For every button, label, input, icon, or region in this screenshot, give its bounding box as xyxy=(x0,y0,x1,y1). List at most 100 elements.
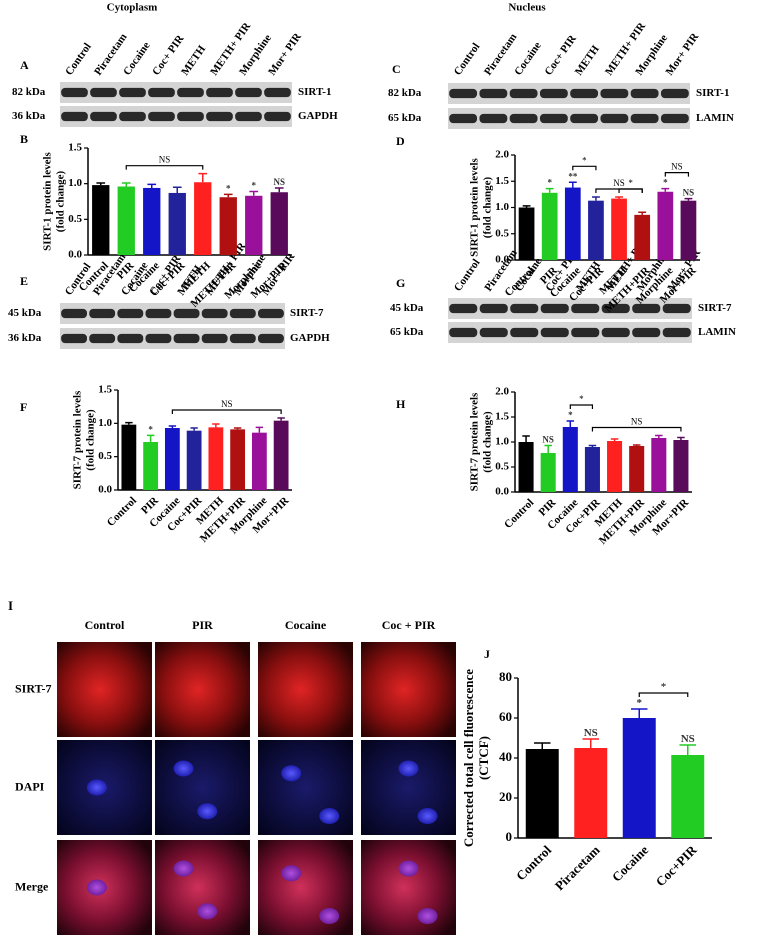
lane-label: Cocaine xyxy=(121,40,153,78)
micrograph xyxy=(155,840,250,935)
molecular-weight: 36 kDa xyxy=(8,332,42,344)
micrograph xyxy=(361,642,456,737)
bar xyxy=(194,182,212,255)
blot-band xyxy=(479,113,508,124)
blot-band xyxy=(235,111,262,122)
error-bar xyxy=(277,417,285,421)
y-tick-label: 0.5 xyxy=(495,461,509,473)
micrograph xyxy=(155,642,250,737)
bracket xyxy=(125,165,204,170)
error-bar xyxy=(198,172,208,183)
bar xyxy=(168,192,186,255)
blot-band xyxy=(229,308,256,319)
bracket-label: NS xyxy=(159,155,171,165)
error-bar xyxy=(544,444,552,453)
blot-band xyxy=(479,327,508,338)
error-bar xyxy=(249,190,259,196)
blot-band xyxy=(509,113,538,124)
molecular-weight: 45 kDa xyxy=(8,307,42,319)
blot-band xyxy=(571,303,600,314)
bracket xyxy=(618,188,643,193)
y-tick-label: 1.0 xyxy=(98,417,112,429)
bracket-label: NS xyxy=(631,417,643,427)
bar xyxy=(92,185,110,255)
bar xyxy=(574,748,608,838)
micrograph xyxy=(361,740,456,835)
bracket-label: * xyxy=(661,681,667,693)
error-bar xyxy=(125,421,133,425)
blot-band xyxy=(630,88,659,99)
blot-band xyxy=(540,327,569,338)
blot-band xyxy=(570,113,599,124)
blot-band xyxy=(630,113,659,124)
blot-band xyxy=(479,88,508,99)
bar xyxy=(562,427,578,492)
blot-background xyxy=(60,82,292,103)
column-header: PIR xyxy=(192,618,213,632)
significance-label: NS xyxy=(273,177,285,187)
bar xyxy=(607,441,623,492)
error-bar xyxy=(522,435,530,442)
panel-letter: C xyxy=(392,62,401,76)
protein-name: SIRT-1 xyxy=(298,86,331,98)
panel-letter: E xyxy=(20,274,28,288)
error-bar xyxy=(684,197,693,201)
bracket-label: NS xyxy=(221,399,233,409)
bar xyxy=(164,428,180,490)
blot-background xyxy=(448,298,692,319)
error-bar xyxy=(588,444,597,447)
micrograph xyxy=(361,840,456,935)
nucleus xyxy=(417,808,438,824)
molecular-weight: 82 kDa xyxy=(388,87,422,99)
blot-band xyxy=(660,88,689,99)
lane-label: METH xyxy=(179,43,208,78)
molecular-weight: 82 kDa xyxy=(12,86,46,98)
blot-background xyxy=(60,328,285,349)
y-tick-label: 0.0 xyxy=(68,249,82,261)
y-tick-label: 0.5 xyxy=(98,450,112,462)
bracket-label: * xyxy=(579,394,584,404)
bar xyxy=(230,429,246,490)
significance-label: * xyxy=(637,697,643,709)
y-axis-label: (fold change) xyxy=(482,411,494,473)
x-tick-label: Control xyxy=(502,497,536,531)
significance-label: ** xyxy=(568,171,578,181)
blot-band xyxy=(235,87,262,98)
micrograph xyxy=(258,642,353,737)
y-tick-label: 80 xyxy=(499,669,512,684)
panel-letter: I xyxy=(8,598,13,613)
nucleus xyxy=(398,760,419,777)
y-tick-label: 1.0 xyxy=(495,201,509,213)
molecular-weight: 36 kDa xyxy=(12,110,46,122)
bar xyxy=(273,420,289,490)
y-tick-label: 20 xyxy=(499,789,512,804)
blot-band xyxy=(449,113,478,124)
blot-band xyxy=(148,111,175,122)
bar xyxy=(651,438,667,492)
molecular-weight: 65 kDa xyxy=(390,326,424,338)
blot-band xyxy=(206,87,233,98)
blot-band xyxy=(61,87,88,98)
blot-band xyxy=(539,88,568,99)
blot-band xyxy=(601,327,630,338)
panel-letter: D xyxy=(396,134,405,148)
error-bar xyxy=(233,427,242,430)
y-axis-label: SIRT-7 protein levels xyxy=(469,392,481,491)
blot-band xyxy=(479,303,508,314)
micrograph xyxy=(155,740,250,835)
error-bar xyxy=(190,427,198,431)
y-tick-label: 0.5 xyxy=(495,227,509,239)
panel-letter: B xyxy=(20,132,28,146)
blot-band xyxy=(117,308,144,319)
significance-label: * xyxy=(252,181,257,191)
blot-band xyxy=(660,113,689,124)
bracket xyxy=(572,165,597,171)
blot-band xyxy=(201,308,228,319)
bar xyxy=(143,442,159,490)
y-tick-label: 60 xyxy=(499,709,512,724)
lane-label: Control xyxy=(63,41,94,78)
blot-band xyxy=(145,333,172,344)
bracket-label: * xyxy=(628,178,633,188)
significance-label: NS xyxy=(584,727,598,739)
